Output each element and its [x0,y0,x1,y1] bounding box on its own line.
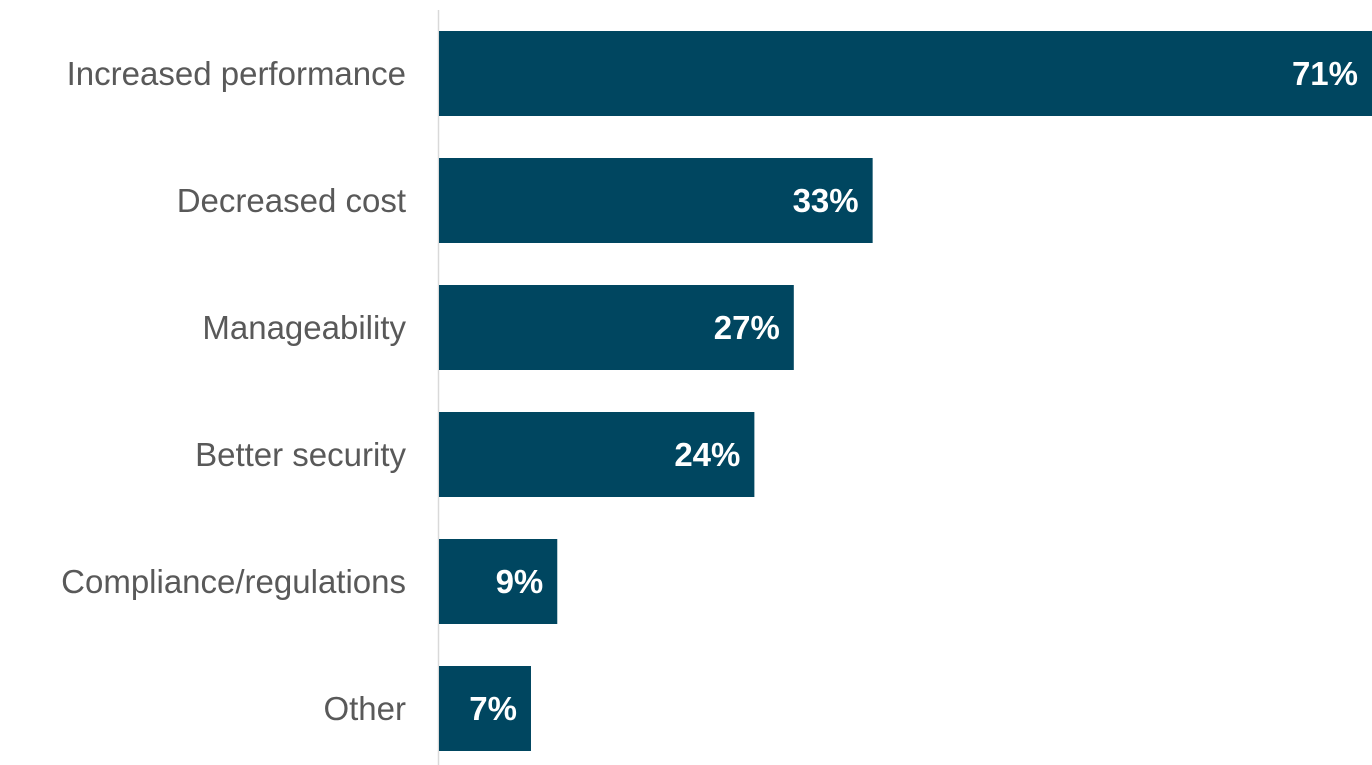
category-label-1: Increased performance [67,55,406,92]
category-label-2: Decreased cost [177,182,406,219]
category-labels-group: Increased performance Decreased cost Manag… [61,55,406,727]
category-label-3: Manageability [202,309,406,346]
category-label-6: Other [323,690,406,727]
value-label-1: 71% [1292,55,1358,92]
value-label-5: 9% [496,563,544,600]
bar-2 [439,158,873,243]
category-label-5: Compliance/regulations [61,563,406,600]
bar-6 [439,666,531,751]
bars-group [439,31,1372,751]
bar-3 [439,285,794,370]
bar-4 [439,412,755,497]
value-label-4: 24% [674,436,740,473]
value-label-6: 7% [469,690,517,727]
value-label-3: 27% [714,309,780,346]
bar-5 [439,539,558,624]
category-label-4: Better security [195,436,406,473]
value-labels-group: 71% 33% 27% 24% 9% 7% [469,55,1358,727]
value-label-2: 33% [793,182,859,219]
bar-1 [439,31,1372,116]
